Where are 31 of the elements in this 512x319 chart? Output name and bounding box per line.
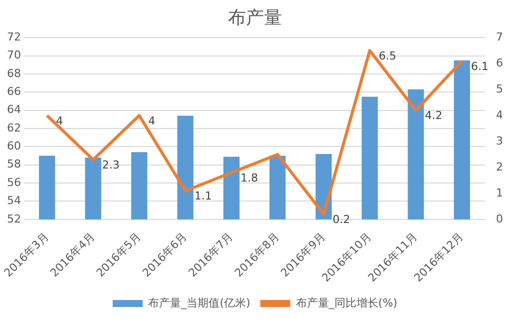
y-tick-label: 56 (6, 176, 21, 189)
legend-label: 布产量_当期值(亿米) (148, 296, 250, 310)
data-label: 1.1 (194, 190, 212, 203)
y2-tick-label: 6 (496, 56, 503, 70)
data-label: 1.8 (240, 172, 258, 185)
y-tick-label: 54 (6, 194, 21, 208)
y-tick-label: 66 (6, 85, 21, 98)
data-label: 4.2 (424, 109, 442, 122)
y-tick-label: 60 (6, 140, 21, 153)
y-tick-label: 52 (6, 212, 21, 226)
y2-tick-label: 7 (496, 30, 503, 44)
data-label: 6.5 (378, 49, 396, 62)
y-tick-label: 64 (6, 103, 21, 116)
data-label: 2.3 (102, 158, 120, 172)
y-tick-label: 62 (6, 121, 21, 134)
y-tick-label: 68 (6, 66, 21, 80)
data-label: 4 (56, 114, 64, 128)
y-tick-label: 72 (6, 30, 21, 44)
data-label: 4 (148, 114, 156, 128)
y2-tick-label: 3 (496, 134, 503, 148)
y2-tick-label: 0 (496, 212, 503, 226)
y-tick-label: 58 (6, 158, 21, 171)
chart-title: 布产量 (228, 7, 282, 28)
y2-tick-label: 2 (496, 160, 503, 174)
y2-tick-label: 1 (496, 186, 503, 200)
y2-tick-label: 5 (496, 82, 503, 96)
y2-tick-label: 4 (496, 108, 503, 122)
data-label: 0.2 (332, 213, 350, 226)
data-label: 6.1 (470, 60, 488, 73)
y-tick-label: 70 (6, 48, 21, 62)
legend-label: 布产量_同比增长(%) (296, 296, 398, 310)
